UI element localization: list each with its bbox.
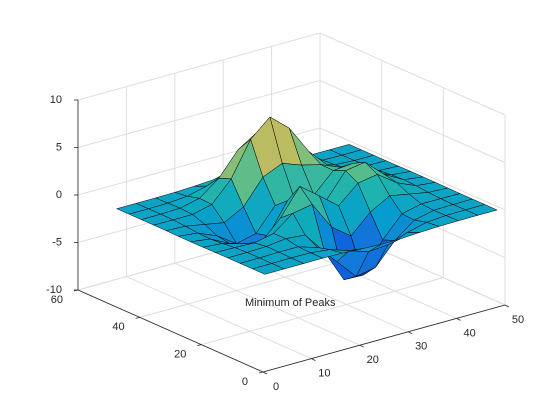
tick-mark xyxy=(311,358,316,361)
x-tick-label: 20 xyxy=(367,354,379,366)
tick-mark xyxy=(258,371,264,374)
x-tick-label: 40 xyxy=(463,327,475,339)
tick-mark xyxy=(408,331,413,335)
grid-line xyxy=(319,80,506,163)
grid-line xyxy=(77,80,321,148)
z-tick-label: -5 xyxy=(52,236,62,248)
grid-line xyxy=(174,262,361,346)
tick-mark xyxy=(262,371,268,375)
grid-line xyxy=(319,32,506,116)
grid-line xyxy=(201,277,444,346)
y-tick-label: 60 xyxy=(51,294,63,306)
tick-mark xyxy=(504,304,510,308)
x-axis xyxy=(262,304,506,373)
surface-face xyxy=(252,263,285,275)
tick-mark xyxy=(135,316,140,319)
grid-line xyxy=(77,32,321,101)
y-tick-label: 0 xyxy=(242,376,248,388)
x-tick-label: 50 xyxy=(512,314,524,326)
tick-mark xyxy=(456,318,461,321)
z-tick-label: 0 xyxy=(56,189,62,201)
z-tick-label: 10 xyxy=(50,94,62,106)
z-tick-label: -10 xyxy=(46,284,62,296)
x-tick-label: 30 xyxy=(415,341,427,353)
z-tick-label: 5 xyxy=(56,141,62,153)
y-tick-label: 20 xyxy=(174,349,186,361)
tick-mark xyxy=(359,344,364,348)
y-axis xyxy=(77,289,264,373)
x-tick-label: 10 xyxy=(318,368,330,380)
x-tick-label: 0 xyxy=(273,381,279,393)
tick-mark xyxy=(197,344,202,347)
grid-line xyxy=(319,127,506,211)
annotation: Minimum of Peaks xyxy=(245,297,336,309)
grid-line xyxy=(126,276,312,360)
y-tick-label: 40 xyxy=(112,321,124,333)
